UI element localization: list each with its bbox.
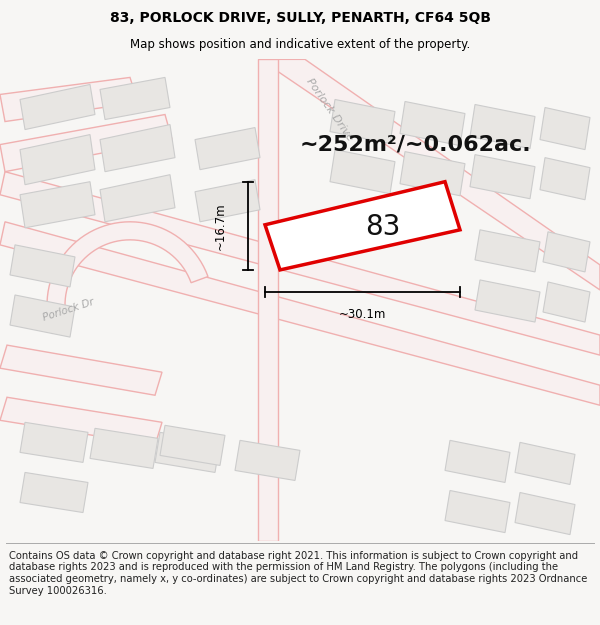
Text: 83: 83 [365,213,400,241]
Polygon shape [258,59,278,541]
Polygon shape [515,442,575,484]
Polygon shape [0,78,138,121]
Polygon shape [400,101,465,146]
Polygon shape [515,492,575,534]
Polygon shape [10,245,75,287]
Polygon shape [470,154,535,199]
Polygon shape [540,158,590,200]
Polygon shape [235,441,300,481]
Polygon shape [330,99,395,144]
Polygon shape [100,124,175,172]
Polygon shape [100,78,170,119]
Polygon shape [0,398,162,446]
Polygon shape [0,114,172,172]
Polygon shape [445,491,510,532]
Polygon shape [260,59,600,290]
Polygon shape [540,107,590,149]
Polygon shape [0,172,600,355]
Text: ~30.1m: ~30.1m [339,308,386,321]
Text: Map shows position and indicative extent of the property.: Map shows position and indicative extent… [130,38,470,51]
Polygon shape [160,426,225,466]
Text: 83, PORLOCK DRIVE, SULLY, PENARTH, CF64 5QB: 83, PORLOCK DRIVE, SULLY, PENARTH, CF64 … [110,11,491,25]
Polygon shape [20,134,95,185]
Polygon shape [10,295,75,337]
Polygon shape [195,180,260,222]
Polygon shape [400,152,465,196]
Polygon shape [265,182,460,270]
Polygon shape [20,472,88,512]
Polygon shape [330,149,395,194]
Text: ~16.7m: ~16.7m [214,202,227,249]
Polygon shape [100,174,175,222]
Polygon shape [20,422,88,462]
Polygon shape [47,222,208,334]
Polygon shape [155,432,220,472]
Polygon shape [20,84,95,129]
Polygon shape [475,230,540,272]
Polygon shape [20,182,95,228]
Text: ~252m²/~0.062ac.: ~252m²/~0.062ac. [300,134,532,154]
Text: Contains OS data © Crown copyright and database right 2021. This information is : Contains OS data © Crown copyright and d… [9,551,587,596]
Polygon shape [445,441,510,483]
Text: Porlock Drive: Porlock Drive [305,76,355,142]
Polygon shape [475,280,540,322]
Polygon shape [470,104,535,149]
Polygon shape [0,222,600,405]
Text: Porlock Dr: Porlock Dr [41,297,95,323]
Polygon shape [195,127,260,169]
Polygon shape [90,428,158,469]
Polygon shape [543,282,590,322]
Polygon shape [543,232,590,272]
Polygon shape [0,345,162,395]
